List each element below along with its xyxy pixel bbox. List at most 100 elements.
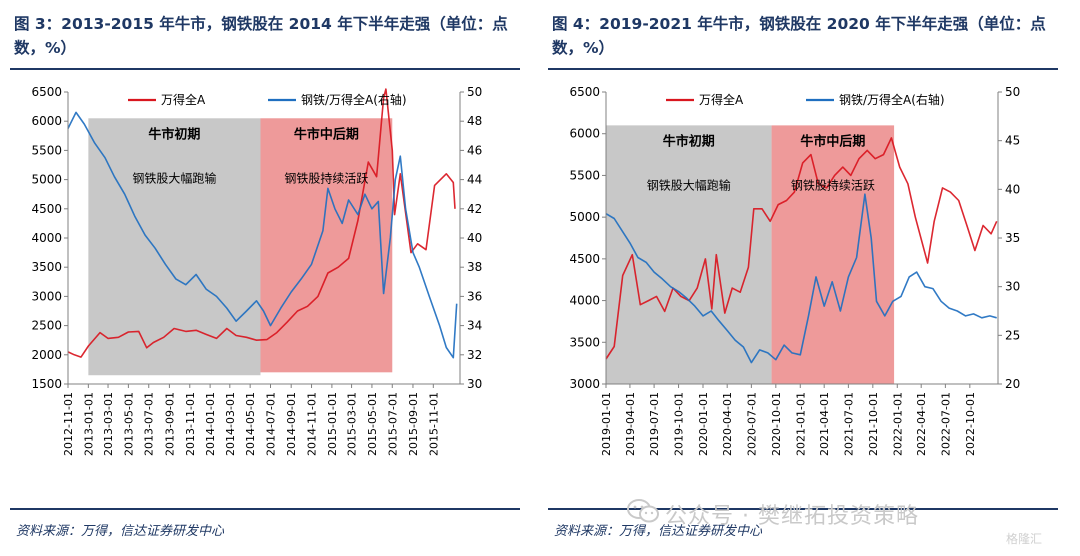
x-tick-label: 2022-07-01 [939,392,952,456]
region-sublabel: 钢铁股持续活跃 [791,177,875,192]
y-left-tick-label: 2500 [31,319,62,333]
x-tick-label: 2014-11-01 [306,392,319,456]
region-label: 牛市初期 [663,133,715,149]
x-tick-label: 2015-05-01 [366,392,379,456]
period-region-1 [771,125,895,384]
y-right-tick-label: 44 [467,173,482,187]
x-tick-label: 2014-03-01 [224,392,237,456]
y-right-tick-label: 20 [1005,377,1020,391]
x-tick-label: 2022-01-01 [891,392,904,456]
y-right-tick-label: 48 [467,114,482,128]
region-label: 牛市中后期 [800,133,865,149]
y-left-tick-label: 4500 [569,252,600,266]
y-left-tick-label: 5000 [569,210,600,224]
x-tick-label: 2019-10-01 [673,392,686,456]
y-right-tick-label: 38 [467,260,482,274]
y-left-tick-label: 6000 [31,114,62,128]
x-tick-label: 2019-07-01 [648,392,661,456]
source-divider [548,508,1058,510]
x-tick-label: 2022-10-01 [964,392,977,456]
x-tick-label: 2013-09-01 [163,392,176,456]
y-right-tick-label: 40 [467,231,482,245]
y-right-tick-label: 50 [467,85,482,99]
x-tick-label: 2014-09-01 [285,392,298,456]
x-tick-label: 2014-05-01 [244,392,257,456]
legend-label: 万得全A [161,92,206,107]
figure-4-title: 图 4：2019-2021 年牛市，钢铁股在 2020 年下半年走强（单位：点数… [552,15,1046,57]
x-tick-label: 2013-01-01 [82,392,95,456]
y-right-tick-label: 34 [467,319,482,333]
y-right-tick-label: 30 [467,377,482,391]
title-divider [548,68,1058,70]
x-tick-label: 2015-09-01 [407,392,420,456]
y-left-tick-label: 6500 [569,85,600,99]
y-right-tick-label: 30 [1005,280,1020,294]
period-region-1 [260,118,393,373]
y-left-tick-label: 4500 [31,202,62,216]
figure-3-source: 资料来源：万得，信达证券研发中心 [16,524,225,539]
y-left-tick-label: 6500 [31,85,62,99]
figure-4-panel: 图 4：2019-2021 年牛市，钢铁股在 2020 年下半年走强（单位：点数… [548,0,1068,556]
watermark-text: 公众号 · 樊继拓投资策略 [665,504,919,529]
x-tick-label: 2021-01-01 [794,392,807,456]
x-tick-label: 2019-04-01 [624,392,637,456]
y-left-tick-label: 4000 [569,294,600,308]
x-tick-label: 2013-11-01 [184,392,197,456]
x-tick-label: 2015-07-01 [386,392,399,456]
legend-label: 钢铁/万得全A(右轴) [301,92,407,107]
series-line-steel-ratio [67,111,458,359]
x-tick-label: 2020-04-01 [721,392,734,456]
y-right-tick-label: 25 [1005,328,1020,342]
legend-label: 钢铁/万得全A(右轴) [839,92,945,107]
y-left-tick-label: 3000 [31,289,62,303]
x-tick-label: 2015-03-01 [346,392,359,456]
x-tick-label: 2019-01-01 [600,392,613,456]
y-left-tick-label: 3500 [31,260,62,274]
x-tick-label: 2020-01-01 [697,392,710,456]
y-right-tick-label: 36 [467,289,482,303]
y-left-tick-label: 3000 [569,377,600,391]
figure-4-source: 资料来源：万得，信达证券研发中心 [554,524,763,539]
y-right-tick-label: 35 [1005,231,1020,245]
x-tick-label: 2020-10-01 [770,392,783,456]
region-label: 牛市初期 [148,126,200,142]
wechat-icon [627,499,659,523]
y-left-tick-label: 5500 [31,143,62,157]
period-region-0 [606,125,772,384]
y-left-tick-label: 6000 [569,127,600,141]
region-sublabel: 钢铁股持续活跃 [284,170,368,185]
y-left-tick-label: 5000 [31,173,62,187]
region-label: 牛市中后期 [294,126,359,142]
y-left-tick-label: 3500 [569,335,600,349]
x-tick-label: 2022-04-01 [915,392,928,456]
x-tick-label: 2014-01-01 [204,392,217,456]
x-tick-label: 2013-07-01 [143,392,156,456]
y-left-tick-label: 5500 [569,168,600,182]
y-right-tick-label: 50 [1005,85,1020,99]
period-region-0 [88,118,261,376]
title-divider [10,68,520,70]
x-tick-label: 2013-03-01 [102,392,115,456]
x-tick-label: 2014-07-01 [265,392,278,456]
gelonghui-logo: 格隆汇 [1006,532,1043,546]
y-left-tick-label: 2000 [31,348,62,362]
figure-3-panel: 图 3：2013-2015 年牛市，钢铁股在 2014 年下半年走强（单位：点数… [10,0,530,556]
x-tick-label: 2021-10-01 [867,392,880,456]
x-tick-label: 2020-07-01 [745,392,758,456]
y-left-tick-label: 1500 [31,377,62,391]
x-tick-label: 2015-01-01 [326,392,339,456]
y-right-tick-label: 46 [467,143,482,157]
y-right-tick-label: 42 [467,202,482,216]
series-line-steel-ratio [605,193,997,364]
figure-3-title: 图 3：2013-2015 年牛市，钢铁股在 2014 年下半年走强（单位：点数… [14,15,508,57]
region-sublabel: 钢铁股大幅跑输 [647,177,731,192]
y-right-tick-label: 45 [1005,134,1020,148]
source-divider [10,508,520,510]
x-tick-label: 2021-07-01 [842,392,855,456]
x-tick-label: 2012-11-01 [62,392,75,456]
series-line-wind-all-a [67,88,456,358]
region-sublabel: 钢铁股大幅跑输 [132,170,216,185]
x-tick-label: 2013-05-01 [122,392,135,456]
